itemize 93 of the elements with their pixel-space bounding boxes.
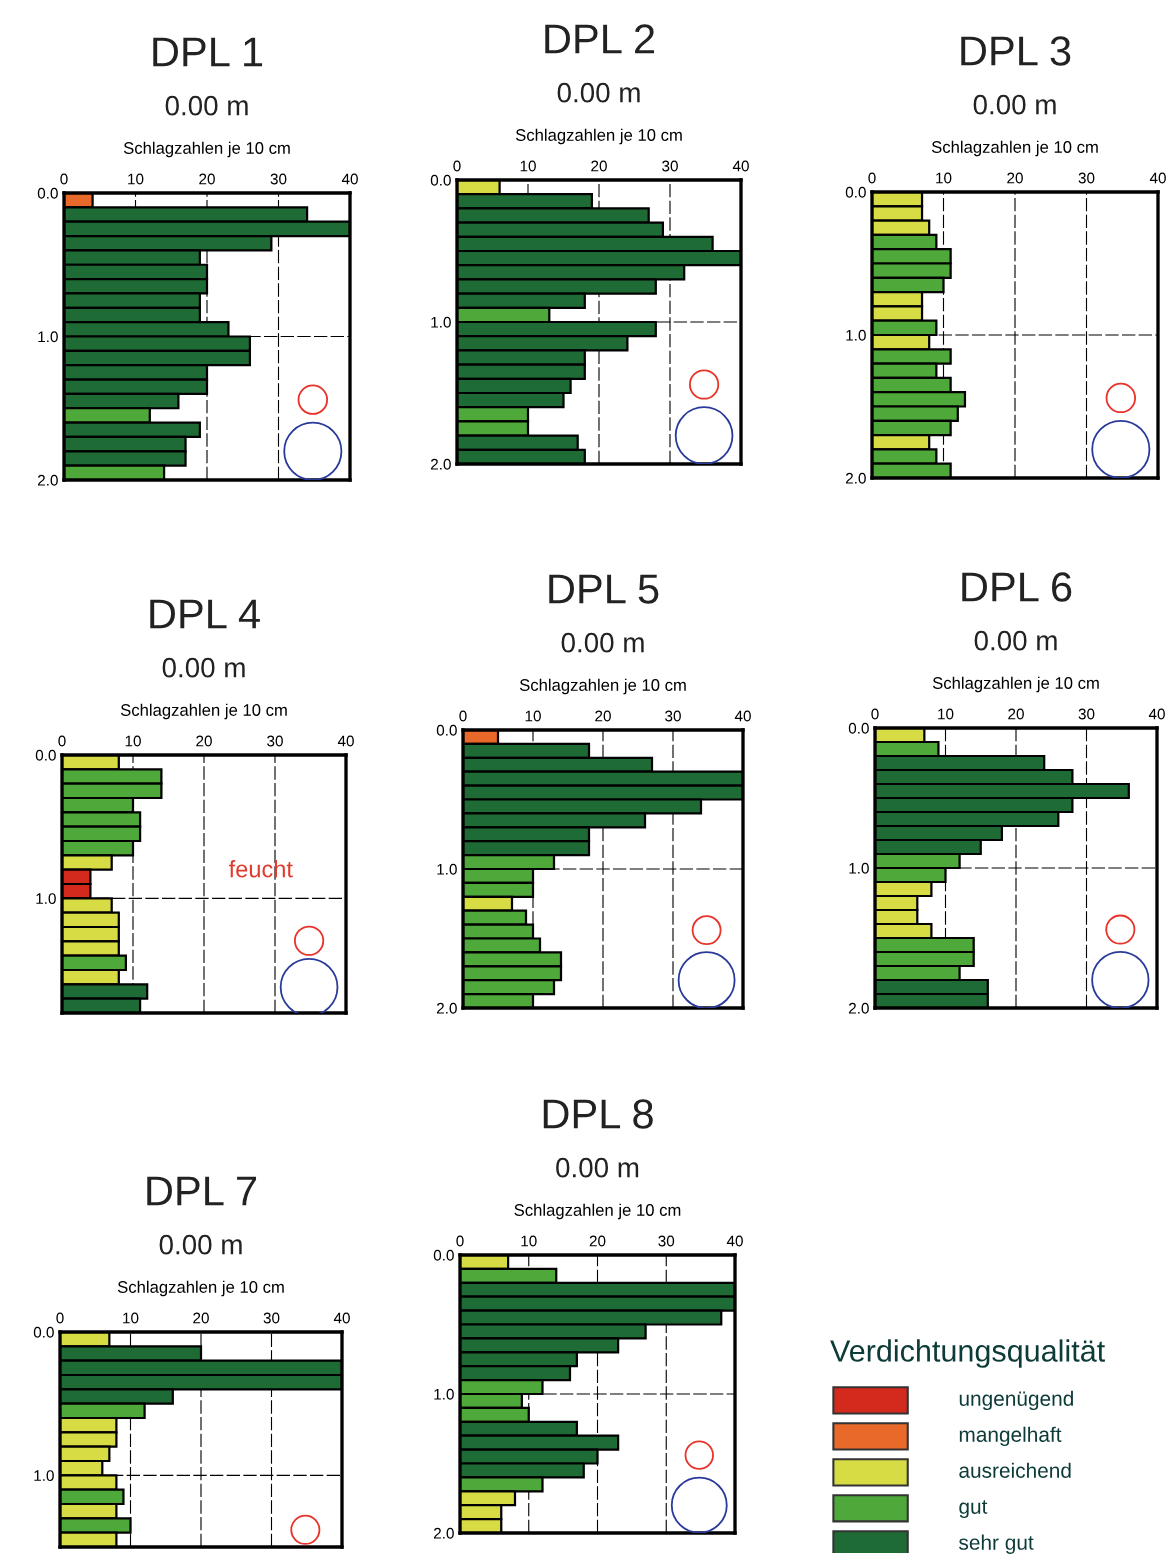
x-tick-label: 10	[128, 173, 144, 185]
y-tick-label: 0.0	[430, 174, 451, 186]
x-tick-label: 10	[521, 1235, 537, 1247]
x-tick-label: 30	[1078, 172, 1095, 184]
x-axis-title: Schlagzahlen je 10 cm	[123, 141, 290, 158]
y-tick-label: 0.0	[433, 1249, 454, 1261]
category-label: ausreichend	[959, 1462, 1071, 1478]
x-tick-label: 0	[60, 173, 68, 185]
x-tick-label: 20	[591, 160, 607, 172]
chart-title: DPL 1	[153, 37, 263, 67]
x-tick-label: 20	[196, 735, 212, 747]
y-tick-label: 1.0	[431, 316, 451, 328]
x-tick-label: 40	[337, 735, 354, 747]
x-tick-label: 20	[1007, 172, 1023, 184]
x-tick-label: 10	[520, 160, 536, 172]
y-tick-label: 0.0	[848, 722, 869, 734]
x-tick-label: 20	[193, 1312, 209, 1324]
x-tick-label: 10	[123, 1312, 139, 1324]
x-tick-label: 10	[125, 735, 141, 747]
x-tick-label: 30	[658, 1235, 675, 1247]
x-tick-label: 10	[938, 708, 954, 720]
chart-subtitle: 0.00 m	[974, 630, 1057, 651]
y-tick-label: 2.0	[430, 458, 451, 470]
y-tick-label: 2.0	[433, 1527, 454, 1539]
x-tick-label: 0	[868, 172, 876, 184]
y-tick-label: 0.0	[33, 1326, 54, 1338]
x-tick-label: 40	[726, 1235, 743, 1247]
chart-title: DPL 6	[962, 572, 1072, 602]
x-axis-title: Schlagzahlen je 10 cm	[514, 1203, 681, 1220]
x-tick-label: 30	[1078, 708, 1095, 720]
y-tick-label: 1.0	[437, 863, 457, 875]
y-tick-label: 1.0	[34, 1470, 54, 1482]
category-label: ungenügend	[959, 1390, 1073, 1411]
y-tick-label: 2.0	[436, 1002, 457, 1014]
x-tick-label: 40	[1149, 172, 1166, 184]
x-tick-label: 30	[263, 1312, 280, 1324]
chart-subtitle: 0.00 m	[973, 94, 1056, 115]
x-axis-title: Schlagzahlen je 10 cm	[519, 678, 686, 695]
chart-title: DPL 7	[147, 1176, 257, 1206]
x-tick-label: 30	[270, 173, 287, 185]
x-tick-label: 0	[459, 710, 467, 722]
chart-subtitle: 0.00 m	[556, 1157, 639, 1178]
x-tick-label: 0	[871, 708, 879, 720]
x-tick-label: 30	[267, 735, 283, 747]
x-tick-label: 40	[333, 1312, 350, 1324]
chart-subtitle: 0.00 m	[165, 95, 248, 116]
chart-title: DPL 5	[549, 574, 659, 604]
y-tick-label: 1.0	[846, 329, 866, 341]
x-axis-title: Schlagzahlen je 10 cm	[117, 1280, 284, 1297]
x-axis-title: Schlagzahlen je 10 cm	[932, 676, 1099, 693]
x-tick-label: 0	[456, 1235, 464, 1247]
y-tick-label: 0.0	[845, 186, 866, 198]
y-tick-label: 1.0	[434, 1388, 454, 1400]
x-tick-label: 40	[732, 160, 749, 172]
x-tick-label: 40	[1148, 708, 1165, 720]
y-tick-label: 0.0	[37, 187, 58, 199]
x-tick-label: 30	[665, 710, 681, 722]
x-tick-label: 40	[734, 710, 751, 722]
category-label: gut	[959, 1500, 988, 1519]
chart-title: DPL 3	[961, 36, 1071, 66]
y-tick-label: 1.0	[36, 893, 56, 905]
x-tick-label: 0	[56, 1312, 64, 1324]
y-tick-label: 2.0	[37, 474, 58, 486]
x-tick-label: 0	[453, 160, 461, 172]
chart-title: DPL 4	[150, 599, 260, 629]
chart-subtitle: 0.00 m	[561, 632, 644, 653]
x-tick-label: 0	[58, 735, 66, 747]
x-tick-label: 40	[341, 173, 358, 185]
y-tick-label: 0.0	[35, 749, 56, 761]
chart-title: DPL 8	[543, 1099, 653, 1129]
chart-subtitle: 0.00 m	[162, 657, 245, 678]
x-axis-title: Schlagzahlen je 10 cm	[515, 128, 682, 145]
category-label: mangelhaft	[959, 1426, 1062, 1447]
annotation: feucht	[228, 860, 293, 878]
x-tick-label: 20	[589, 1235, 606, 1247]
category-label: sehr gut	[959, 1534, 1034, 1554]
x-axis-title: Schlagzahlen je 10 cm	[931, 140, 1098, 157]
y-tick-label: 1.0	[849, 862, 869, 874]
x-tick-label: 10	[936, 172, 952, 184]
x-tick-label: 20	[199, 173, 215, 185]
x-tick-label: 20	[1008, 708, 1024, 720]
y-tick-label: 2.0	[845, 472, 866, 484]
y-tick-label: 2.0	[848, 1002, 869, 1014]
y-tick-label: 1.0	[38, 331, 58, 343]
x-axis-title: Schlagzahlen je 10 cm	[120, 703, 287, 720]
x-tick-label: 20	[595, 710, 611, 722]
chart-subtitle: 0.00 m	[557, 82, 640, 103]
chart-title: DPL 2	[545, 24, 655, 54]
x-tick-label: 10	[525, 710, 541, 722]
y-tick-label: 0.0	[436, 724, 457, 736]
text: Verdichtungsqualität	[830, 1339, 1105, 1368]
x-tick-label: 30	[662, 160, 678, 172]
chart-subtitle: 0.00 m	[159, 1234, 242, 1255]
